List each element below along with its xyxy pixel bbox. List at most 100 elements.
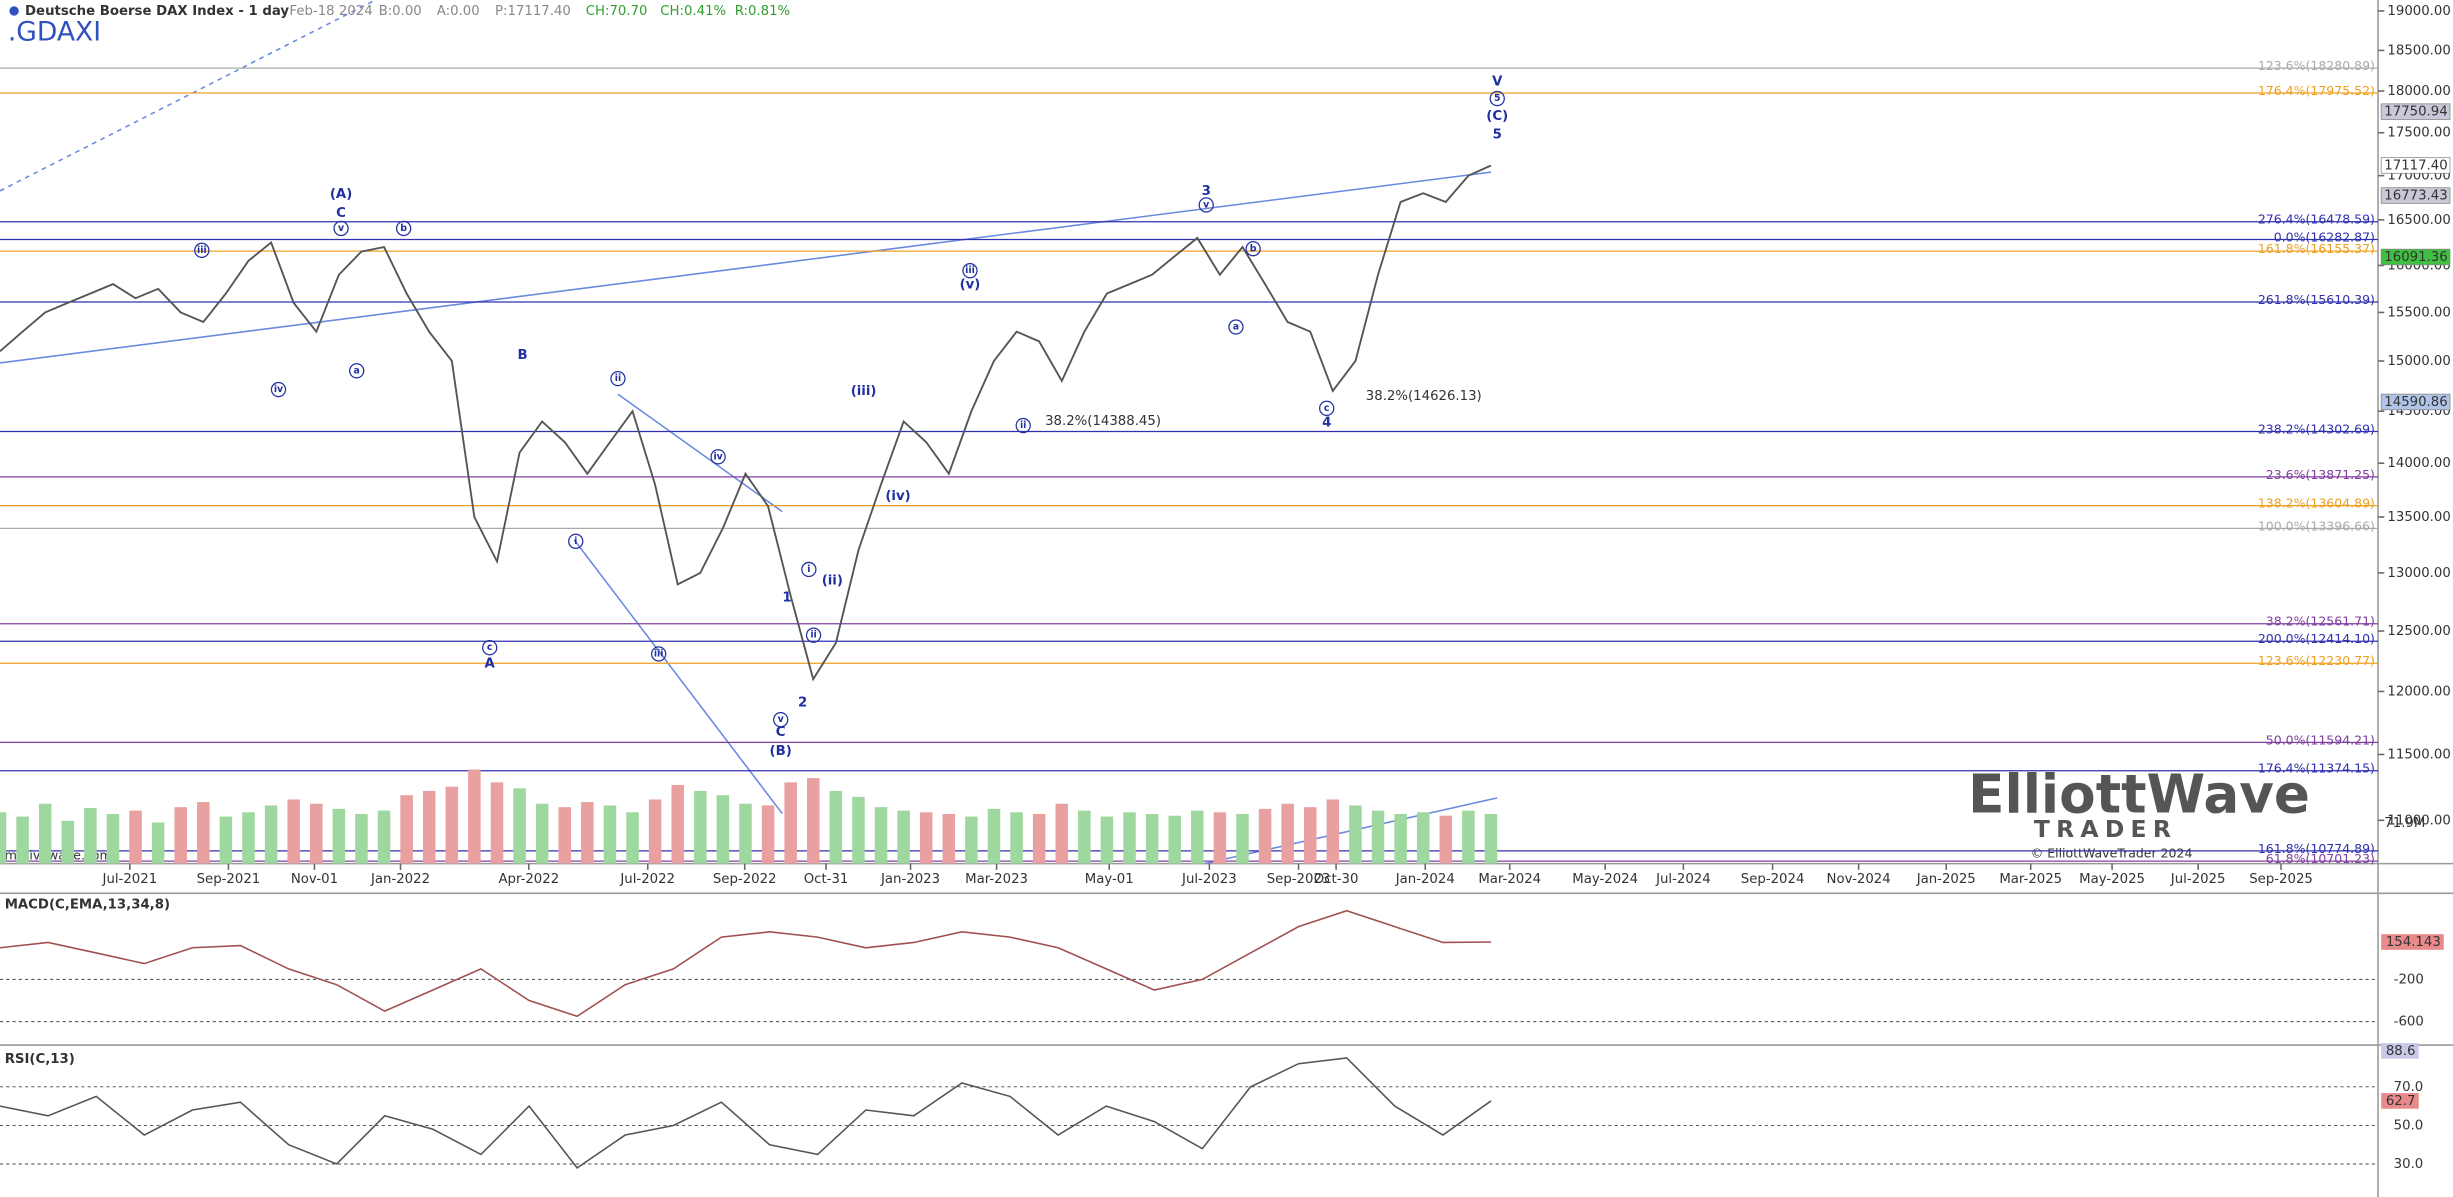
header-field: CH:70.70 (586, 4, 648, 19)
wave-circle (1015, 417, 1031, 434)
wave-label: iv (274, 384, 283, 395)
volume-bar (1213, 812, 1227, 864)
fib-label: 176.4%(11374.15) (2258, 761, 2375, 776)
wave-label: i (807, 564, 810, 575)
price-marker (2380, 103, 2451, 120)
volume-bar (874, 807, 888, 864)
volume-bar (806, 778, 820, 864)
y-tick-label: 17500.00 (2387, 126, 2450, 141)
price-marker-label: 17750.94 (2384, 105, 2447, 120)
volume-bar (1326, 799, 1340, 864)
x-tick-label: Mar-2023 (965, 872, 1028, 887)
fib-annotation: 38.2%(14626.13) (1366, 389, 1482, 404)
x-tick-label: Sep-2022 (713, 872, 777, 887)
volume-bar (174, 807, 187, 864)
volume-bar (535, 803, 549, 864)
wave-label: (v) (960, 278, 981, 293)
fib-label: 38.2%(12561.71) (2266, 614, 2375, 629)
volume-bar (468, 769, 481, 864)
volume-bar (219, 816, 233, 864)
volume-bar (106, 813, 120, 864)
wave-label: B (517, 348, 527, 363)
price-marker (2380, 187, 2451, 204)
volume-bar (942, 813, 956, 864)
wave-label: iii (197, 245, 207, 256)
wave-circle (270, 381, 287, 398)
volume-bar (987, 808, 1001, 864)
x-tick-label: Sep-2025 (2249, 872, 2313, 887)
y-tick-label: -600 (2394, 1015, 2424, 1030)
trend-line (0, 0, 376, 192)
wave-circle (1319, 400, 1335, 417)
volume-bar (61, 820, 75, 864)
volume-bar (626, 812, 639, 864)
wave-label: ii (1020, 420, 1026, 431)
wave-circle (610, 370, 626, 387)
y-tick-label: 30.0 (2394, 1157, 2424, 1172)
volume-bar (197, 802, 210, 864)
y-tick-label: 12000.00 (2387, 684, 2450, 699)
y-tick-label: 16500.00 (2387, 213, 2450, 228)
wave-label: A (485, 656, 496, 671)
volume-bar (1394, 813, 1407, 864)
last-marker-label: 154.143 (2386, 935, 2441, 950)
logo: TRADER (2034, 815, 2177, 843)
price-marker (2380, 248, 2451, 266)
price-marker (2380, 393, 2451, 411)
wave-label: ii (615, 373, 621, 384)
x-tick-label: Jul-2025 (2170, 872, 2226, 887)
header-field: R:0.81% (735, 4, 790, 19)
x-tick-label: Jan-2025 (1916, 872, 1976, 887)
x-tick-label: May-01 (1085, 872, 1134, 887)
x-tick-label: Jan-2022 (370, 872, 430, 887)
x-tick-label: Sep-2021 (197, 872, 261, 887)
volume-bar (716, 795, 730, 864)
wave-circle (650, 646, 667, 662)
y-tick-label: 19000.00 (2387, 4, 2450, 19)
wave-circle (194, 242, 210, 258)
volume-bar (1078, 810, 1091, 864)
volume-bar (648, 799, 662, 864)
volume-bar (1168, 815, 1181, 864)
x-tick-label: Jul-2022 (619, 872, 675, 887)
volume-bar (784, 782, 797, 864)
volume-bar (671, 784, 684, 864)
y-tick-label: -200 (2394, 972, 2424, 987)
volume-bar (761, 805, 775, 864)
volume-bar (400, 795, 413, 864)
x-tick-label: Jul-2021 (102, 872, 158, 887)
volume-bar (919, 812, 933, 864)
wave-circle (333, 220, 349, 237)
status-dot (9, 6, 19, 16)
y-tick-label: 70.0 (2394, 1080, 2424, 1095)
volume-bar (1303, 807, 1317, 864)
y-tick-label: 18000.00 (2387, 84, 2450, 99)
volume-bar (355, 813, 368, 864)
volume-bar (490, 782, 504, 864)
volume-bar (829, 790, 843, 864)
wave-circle (349, 363, 365, 379)
volume-bar (1349, 805, 1362, 864)
header-field: P:17117.40 (495, 4, 571, 19)
x-tick-label: Jul-2024 (1655, 872, 1711, 887)
volume-bar (129, 810, 142, 864)
wave-circle (773, 712, 789, 728)
fib-label: 100.0%(13396.66) (2258, 518, 2375, 533)
volume-bar (1258, 808, 1272, 864)
fib-label: 61.8%(10701.23) (2266, 851, 2375, 866)
header-field: B:0.00 (379, 4, 422, 19)
volume-bar (1032, 813, 1046, 864)
x-tick-label: Jan-2023 (880, 872, 940, 887)
wave-label: (iv) (885, 489, 910, 504)
volume-bar (1191, 810, 1204, 864)
fib-label: 23.6%(13871.25) (2266, 467, 2375, 482)
wave-circle (710, 449, 726, 465)
fib-annotation: 38.2%(14388.45) (1045, 414, 1161, 429)
volume-bar (1281, 803, 1294, 864)
y-tick-label: 15000.00 (2387, 354, 2450, 369)
fib-label: 261.8%(15610.39) (2258, 292, 2375, 307)
wave-label: 4 (1322, 415, 1331, 430)
wave-label: 5 (1494, 93, 1501, 104)
fib-label: 123.6%(12230.77) (2258, 653, 2375, 668)
